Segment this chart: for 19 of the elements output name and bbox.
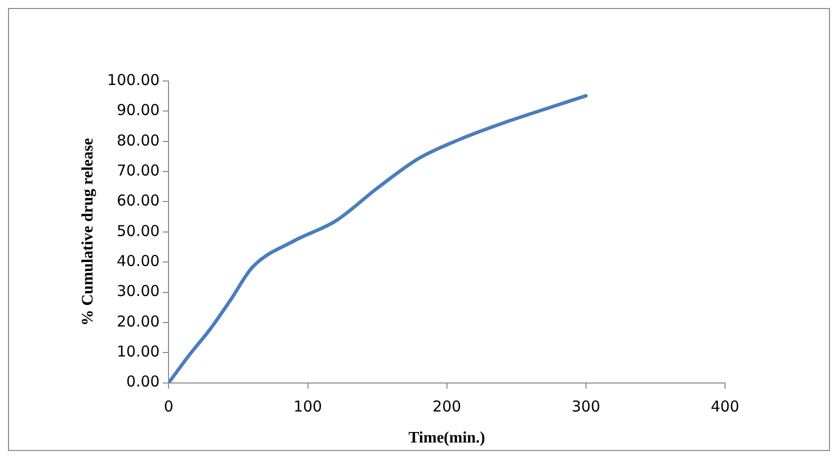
y-tick-label: 50.00 (116, 222, 160, 240)
x-tick-label: 400 (710, 398, 740, 416)
x-tick-label: 100 (293, 398, 322, 416)
x-axis-title: Time(min.) (408, 430, 486, 447)
x-tick-label: 300 (572, 398, 600, 416)
x-tick-label: 200 (432, 398, 462, 416)
x-tick-label: 0 (164, 398, 174, 416)
y-tick-label: 60.00 (116, 192, 160, 210)
y-tick-label: 20.00 (116, 312, 160, 330)
y-tick-label: 40.00 (116, 252, 160, 270)
y-tick-label: 0.00 (126, 372, 160, 391)
y-tick-label: 90.00 (116, 101, 160, 120)
line-series (168, 94, 588, 383)
y-tick-label: 10.00 (116, 342, 160, 361)
y-tick-label: 70.00 (116, 161, 160, 180)
y-tick-label: 30.00 (116, 282, 160, 300)
y-tick-label: 100.00 (107, 70, 160, 89)
y-axis-title: % Cumulative drug release (80, 138, 97, 326)
y-tick-label: 80.00 (116, 131, 160, 150)
